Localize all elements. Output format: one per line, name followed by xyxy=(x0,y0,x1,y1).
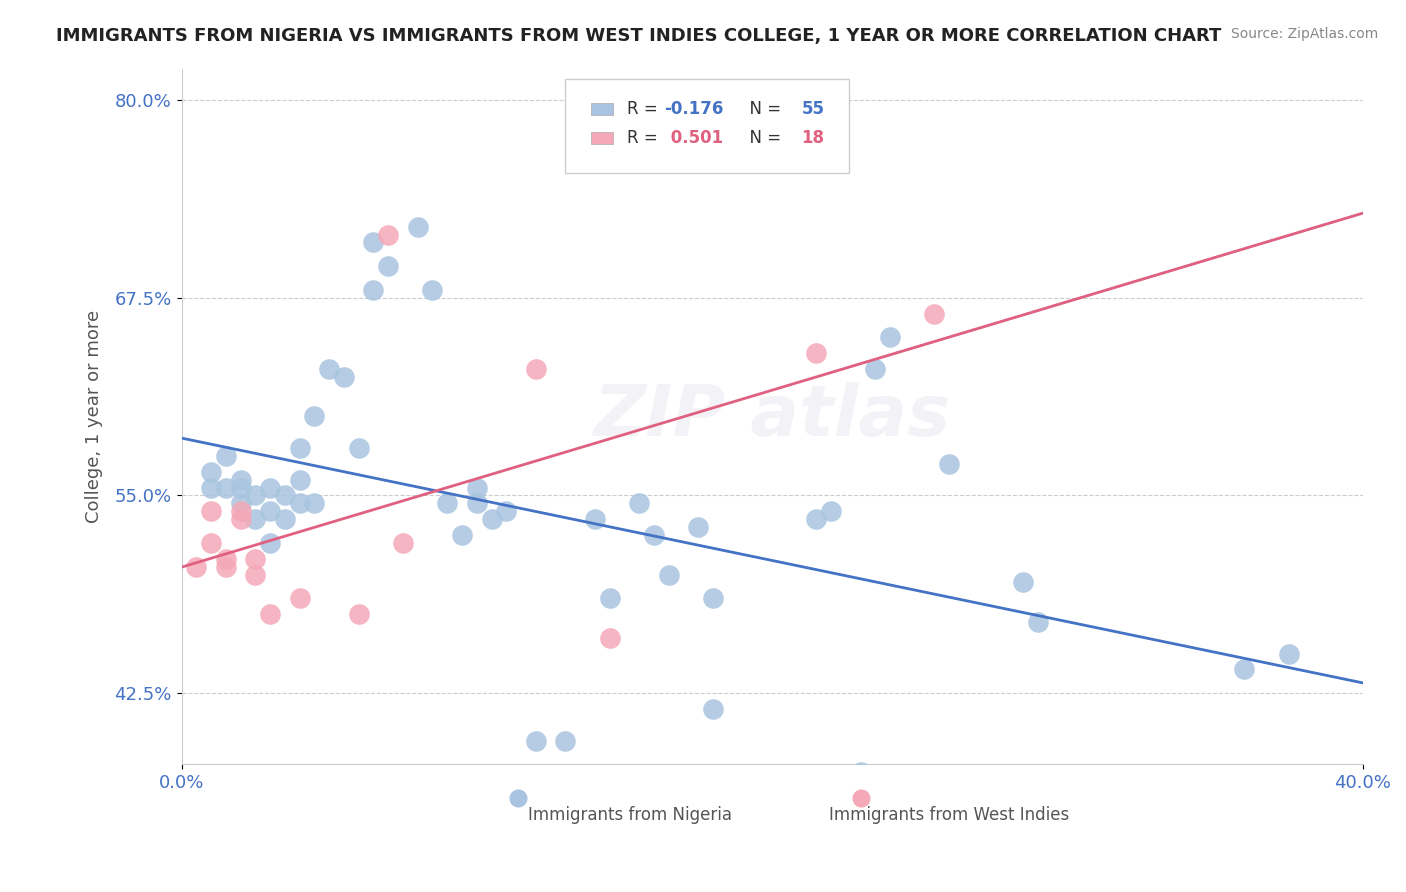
Point xyxy=(422,283,444,297)
Point xyxy=(688,520,710,534)
Point xyxy=(924,307,946,321)
Point xyxy=(481,512,503,526)
Point xyxy=(229,473,252,487)
Text: -0.176: -0.176 xyxy=(665,100,724,118)
Point xyxy=(259,504,281,518)
Point xyxy=(333,369,356,384)
Y-axis label: College, 1 year or more: College, 1 year or more xyxy=(86,310,103,523)
Point xyxy=(1026,615,1049,629)
Text: 0.501: 0.501 xyxy=(665,129,723,147)
FancyBboxPatch shape xyxy=(565,79,849,173)
Point xyxy=(363,283,385,297)
Point xyxy=(1012,575,1035,590)
Text: Immigrants from Nigeria: Immigrants from Nigeria xyxy=(529,806,733,824)
Point xyxy=(436,496,458,510)
Point xyxy=(200,481,222,495)
Point xyxy=(702,591,724,606)
Point xyxy=(465,496,488,510)
Text: IMMIGRANTS FROM NIGERIA VS IMMIGRANTS FROM WEST INDIES COLLEGE, 1 YEAR OR MORE C: IMMIGRANTS FROM NIGERIA VS IMMIGRANTS FR… xyxy=(56,27,1222,45)
Text: ZIP atlas: ZIP atlas xyxy=(593,382,950,450)
Point xyxy=(304,409,326,424)
Point xyxy=(806,512,828,526)
Point xyxy=(524,362,547,376)
Point xyxy=(200,536,222,550)
Text: Source: ZipAtlas.com: Source: ZipAtlas.com xyxy=(1230,27,1378,41)
Point xyxy=(806,346,828,360)
Point xyxy=(524,733,547,747)
Point xyxy=(879,330,901,344)
Point xyxy=(215,449,238,463)
Point xyxy=(1278,647,1301,661)
Point xyxy=(702,702,724,716)
Point xyxy=(924,789,946,803)
Point xyxy=(495,504,517,518)
Point xyxy=(554,733,576,747)
Point xyxy=(599,591,621,606)
Text: N =: N = xyxy=(740,100,786,118)
Point xyxy=(363,235,385,250)
Point xyxy=(304,496,326,510)
FancyBboxPatch shape xyxy=(592,103,613,115)
Point xyxy=(583,512,606,526)
Text: R =: R = xyxy=(627,100,662,118)
Point xyxy=(849,765,872,780)
Point xyxy=(318,362,340,376)
Point xyxy=(200,465,222,479)
Point xyxy=(288,496,311,510)
FancyBboxPatch shape xyxy=(592,132,613,145)
Point xyxy=(245,512,267,526)
Point xyxy=(451,528,474,542)
Point xyxy=(938,457,960,471)
Point xyxy=(406,219,429,234)
Point xyxy=(599,631,621,645)
Point xyxy=(347,441,370,455)
Point xyxy=(628,496,651,510)
Point xyxy=(186,559,208,574)
Point xyxy=(259,607,281,621)
Point xyxy=(1233,662,1256,676)
Point xyxy=(215,551,238,566)
Point xyxy=(274,488,297,502)
Text: Immigrants from West Indies: Immigrants from West Indies xyxy=(830,806,1070,824)
Point xyxy=(215,481,238,495)
Point xyxy=(229,481,252,495)
Point xyxy=(229,512,252,526)
Point xyxy=(259,481,281,495)
Point xyxy=(288,591,311,606)
Point xyxy=(377,259,399,273)
Point xyxy=(215,559,238,574)
Point xyxy=(274,512,297,526)
Point xyxy=(245,551,267,566)
Point xyxy=(347,607,370,621)
Text: 55: 55 xyxy=(801,100,824,118)
Text: N =: N = xyxy=(740,129,786,147)
Point xyxy=(245,567,267,582)
Point xyxy=(790,789,813,803)
Point xyxy=(229,496,252,510)
Point xyxy=(465,481,488,495)
Point xyxy=(658,567,681,582)
Point xyxy=(259,536,281,550)
Point xyxy=(643,528,665,542)
Text: 18: 18 xyxy=(801,129,824,147)
Text: R =: R = xyxy=(627,129,662,147)
Point xyxy=(245,488,267,502)
Point xyxy=(288,441,311,455)
Point xyxy=(820,504,842,518)
Point xyxy=(392,536,415,550)
Point xyxy=(288,473,311,487)
Point xyxy=(865,362,887,376)
Point xyxy=(377,227,399,242)
Point xyxy=(229,504,252,518)
Point xyxy=(200,504,222,518)
